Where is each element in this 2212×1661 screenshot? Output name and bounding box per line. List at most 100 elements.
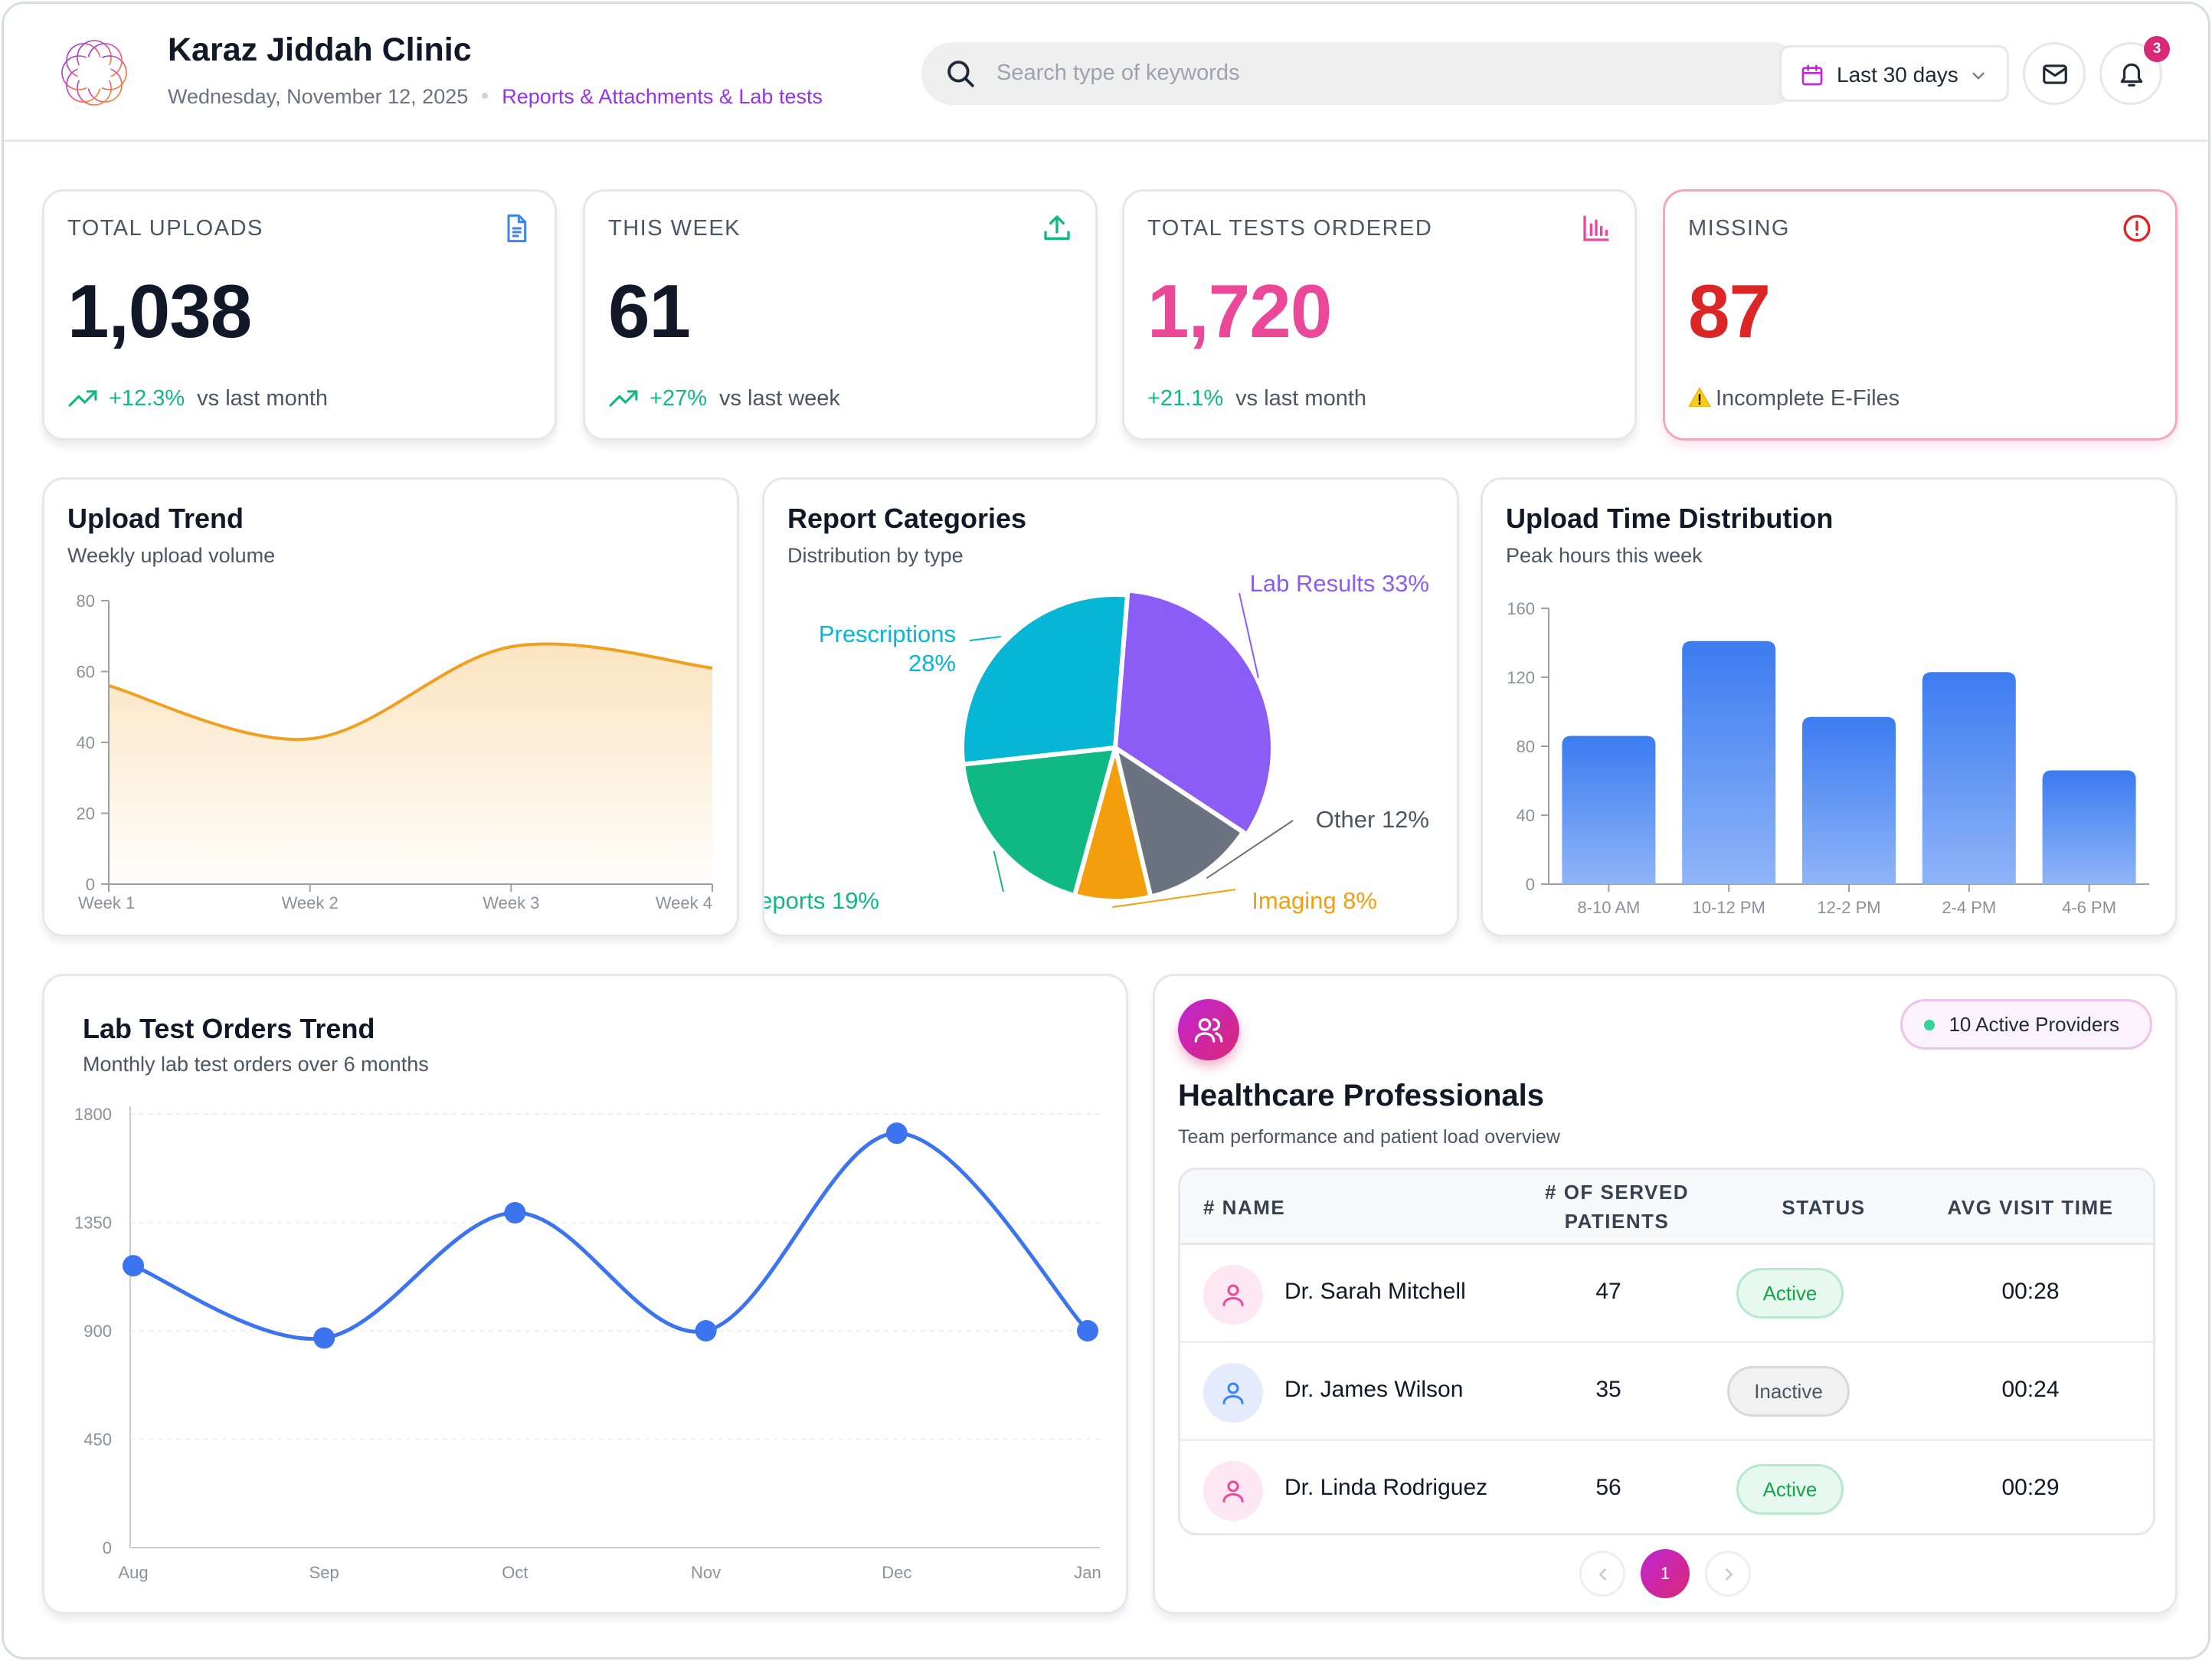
bar	[1922, 672, 2016, 884]
pie-slice	[960, 592, 1130, 767]
stat-value: 61	[608, 269, 691, 353]
data-point	[695, 1320, 717, 1342]
card-subtitle: Distribution by type	[787, 544, 964, 567]
status-badge: Active	[1736, 1268, 1844, 1319]
card-title: Lab Test Orders Trend	[83, 1013, 375, 1044]
report-categories-chart: Lab Results 33% Other 12% Imaging 8% CGM Re…	[764, 570, 1429, 914]
status-badge: Inactive	[1727, 1366, 1850, 1417]
pagination-page-1[interactable]: 1	[1641, 1549, 1690, 1598]
pie-leader-line	[993, 850, 1004, 893]
stat-note: Incomplete E-Files	[1716, 386, 1900, 411]
status-badge: Active	[1736, 1464, 1844, 1515]
y-tick-label: 60	[77, 663, 95, 682]
search-input[interactable]: Search type of keywords	[996, 61, 1240, 85]
stat-value: 87	[1688, 269, 1771, 353]
y-tick-label: 0	[86, 875, 95, 894]
table-row[interactable]: Dr. James Wilson 35 Inactive 00:24	[1180, 1343, 2153, 1441]
search-bar[interactable]: Search type of keywords	[921, 42, 1802, 105]
stat-compare: vs last month	[1235, 386, 1367, 411]
healthcare-professionals-card: 10 Active Providers Healthcare Professio…	[1153, 974, 2178, 1614]
stat-compare: vs last month	[197, 386, 329, 411]
x-tick-label: Week 2	[282, 893, 339, 912]
area-line	[108, 642, 713, 742]
data-point	[123, 1255, 144, 1277]
upload-time-card: Upload Time Distribution Peak hours this…	[1481, 477, 2178, 937]
x-tick-label: Aug	[118, 1563, 148, 1582]
search-icon	[947, 61, 974, 87]
pie-leader-line	[969, 636, 1001, 641]
x-tick-label: 4-6 PM	[2062, 898, 2116, 917]
pie-leader-line	[1239, 592, 1259, 678]
active-providers-badge: 10 Active Providers	[1900, 999, 2152, 1050]
data-point	[885, 1122, 908, 1145]
table-row[interactable]: Dr. Sarah Mitchell 47 Active 00:28	[1180, 1245, 2153, 1343]
y-tick-label: 40	[1517, 806, 1535, 825]
user-icon	[1222, 1480, 1244, 1502]
chevron-down-icon	[1972, 72, 1985, 80]
card-subtitle: Weekly upload volume	[67, 544, 276, 567]
pie-value-label: 28%	[908, 650, 956, 677]
column-header-patients[interactable]: # OF SERVED PATIENTS	[1545, 1181, 1689, 1233]
x-tick-label: 2-4 PM	[1942, 898, 1996, 917]
bar	[2042, 770, 2136, 884]
pagination-prev-button[interactable]	[1579, 1551, 1625, 1597]
header: Karaz Jiddah Clinic Wednesday, November …	[4, 4, 2208, 142]
report-categories-card: Report Categories Distribution by type L…	[762, 477, 1459, 937]
provider-name: Dr. James Wilson	[1284, 1377, 1464, 1402]
stat-compare: vs last week	[718, 386, 840, 411]
upload-trend-chart: 0 20 40 60 80 Week 1 Week 2 Week 3 Week 4	[77, 591, 713, 912]
y-tick-label: 900	[83, 1322, 112, 1341]
calendar-icon	[1801, 64, 1823, 86]
stat-footer: +21.1% vs last month	[1147, 386, 1366, 411]
data-point	[313, 1327, 335, 1349]
active-providers-label: 10 Active Providers	[1949, 1013, 2119, 1036]
breadcrumb[interactable]: Reports & Attachments & Lab tests	[502, 85, 823, 108]
served-patients: 56	[1595, 1475, 1621, 1500]
stat-label: MISSING	[1688, 216, 1790, 241]
served-patients: 47	[1595, 1279, 1621, 1304]
card-title: Upload Time Distribution	[1506, 503, 1834, 534]
y-tick-label: 40	[77, 733, 95, 752]
card-title: Healthcare Professionals	[1178, 1079, 1544, 1112]
clinic-name: Karaz Jiddah Clinic	[168, 31, 472, 68]
pagination-next-button[interactable]	[1705, 1551, 1751, 1597]
stat-card-total-tests: TOTAL TESTS ORDERED 1,720 +21.1% vs last …	[1122, 189, 1637, 441]
separator-dot	[482, 93, 489, 100]
stat-change: +12.3%	[109, 386, 185, 411]
y-tick-label: 1800	[74, 1105, 112, 1124]
document-icon	[507, 214, 527, 243]
bar	[1802, 716, 1896, 884]
clinic-logo	[61, 40, 127, 106]
upload-icon	[1044, 215, 1070, 240]
avg-visit-time: 00:24	[2001, 1377, 2060, 1402]
stat-label: TOTAL UPLOADS	[67, 216, 263, 241]
x-tick-label: Dec	[882, 1563, 911, 1582]
table-row[interactable]: Dr. Linda Rodriguez 56 Active 00:29	[1180, 1441, 2153, 1533]
x-tick-label: Sep	[309, 1563, 339, 1582]
column-header-name[interactable]: # NAME	[1203, 1196, 1286, 1219]
stat-card-total-uploads: TOTAL UPLOADS 1,038 +12.3% vs last month	[42, 189, 557, 441]
data-point	[504, 1201, 526, 1224]
warning-icon	[1688, 387, 1711, 407]
bell-icon	[2120, 63, 2143, 87]
y-tick-label: 0	[103, 1538, 112, 1558]
pie-label: CGM Reports 19%	[764, 887, 879, 914]
header-subline: Wednesday, November 12, 2025 Reports & At…	[168, 85, 823, 109]
column-header-avg-visit[interactable]: AVG VISIT TIME	[1947, 1196, 2114, 1219]
date-range-dropdown[interactable]: Last 30 days	[1779, 45, 2009, 102]
card-title: Upload Trend	[67, 503, 244, 534]
status-dot	[1924, 1020, 1936, 1030]
current-date: Wednesday, November 12, 2025	[168, 85, 469, 108]
chevron-right-icon	[1726, 1568, 1733, 1581]
date-range-label: Last 30 days	[1837, 63, 1958, 87]
avg-visit-time: 00:28	[2001, 1279, 2060, 1304]
x-tick-label: Week 4	[656, 893, 712, 912]
x-tick-label: 10-12 PM	[1693, 898, 1765, 917]
column-header-status[interactable]: STATUS	[1782, 1196, 1866, 1219]
messages-button[interactable]	[2023, 42, 2086, 105]
stat-label: TOTAL TESTS ORDERED	[1147, 216, 1433, 241]
card-subtitle: Peak hours this week	[1506, 544, 1703, 567]
y-tick-label: 450	[83, 1430, 112, 1450]
card-subtitle: Team performance and patient load overvi…	[1178, 1126, 1560, 1148]
pie-label: Prescriptions	[819, 621, 956, 647]
